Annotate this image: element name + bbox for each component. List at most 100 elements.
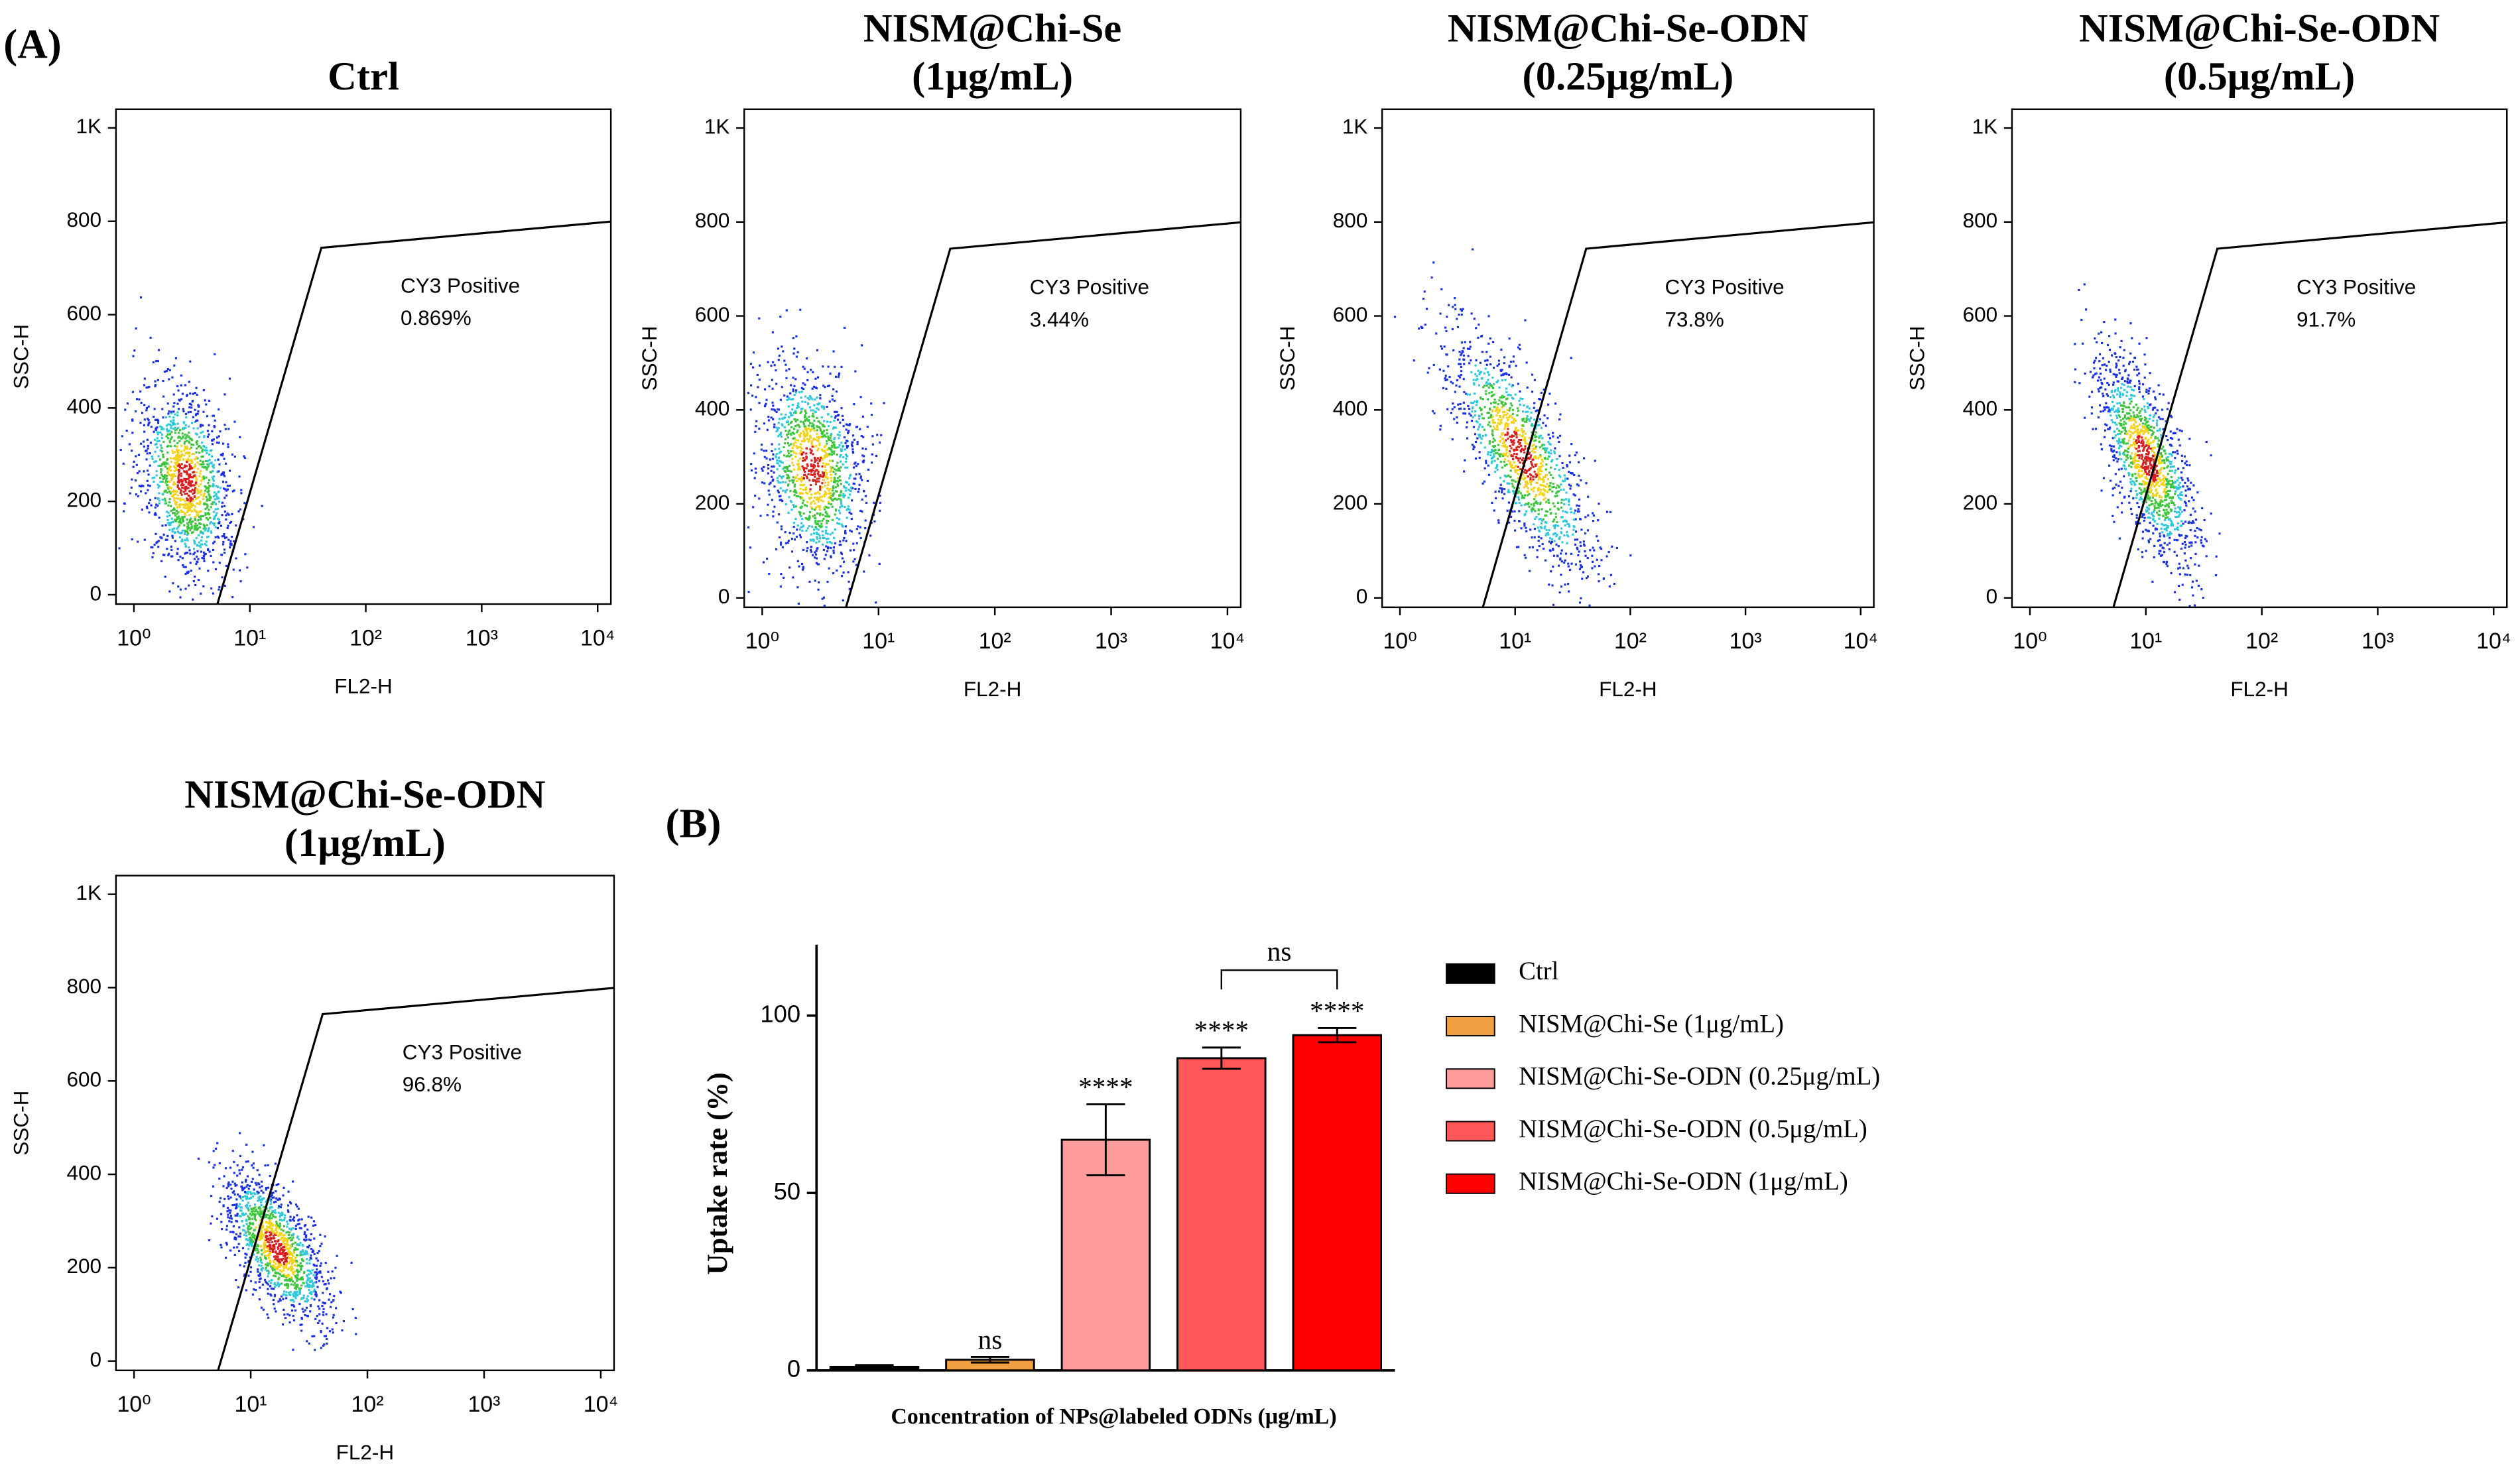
dot xyxy=(1509,435,1511,438)
dot xyxy=(769,481,772,484)
dot xyxy=(176,442,179,445)
dot xyxy=(1514,469,1517,471)
dot xyxy=(198,541,200,544)
dot xyxy=(157,546,160,548)
dot xyxy=(1503,453,1506,456)
dot xyxy=(811,422,814,425)
dot xyxy=(814,398,816,401)
dot xyxy=(174,444,176,448)
dot xyxy=(1469,341,1472,343)
dot xyxy=(1543,499,1545,501)
dot xyxy=(1568,500,1570,503)
dot xyxy=(864,519,867,522)
dot xyxy=(1548,540,1551,543)
dot xyxy=(160,471,162,473)
dot xyxy=(830,546,832,549)
dot xyxy=(2196,536,2199,539)
dot xyxy=(188,490,191,493)
dot xyxy=(210,530,212,533)
dot xyxy=(2162,515,2165,517)
dot xyxy=(802,548,805,551)
dot xyxy=(2172,465,2174,468)
dot xyxy=(2129,352,2132,355)
dot xyxy=(1526,482,1529,485)
dot xyxy=(2161,483,2165,486)
dot xyxy=(175,497,178,499)
dot xyxy=(168,424,172,426)
dot xyxy=(1452,382,1454,385)
dot xyxy=(208,479,211,481)
dot xyxy=(2129,434,2132,436)
dot xyxy=(213,524,216,526)
dot xyxy=(793,411,796,414)
dot xyxy=(1538,465,1541,469)
dot xyxy=(2110,445,2113,448)
dot xyxy=(828,454,830,457)
dot xyxy=(194,391,196,395)
dot xyxy=(2157,439,2160,442)
dot xyxy=(794,491,796,494)
dot xyxy=(1578,461,1580,463)
dot xyxy=(1456,421,1458,424)
dot xyxy=(1457,403,1460,406)
dot xyxy=(2145,496,2148,499)
dot xyxy=(212,501,214,504)
dot xyxy=(193,525,196,528)
dot xyxy=(1548,393,1551,395)
dot xyxy=(761,481,763,484)
dot xyxy=(812,424,815,426)
dot xyxy=(1524,432,1527,435)
dot xyxy=(826,515,828,518)
dot xyxy=(153,430,155,433)
dot xyxy=(239,508,242,511)
dot xyxy=(194,458,196,461)
dot xyxy=(834,497,837,500)
dot xyxy=(831,532,834,534)
dot xyxy=(1552,603,1555,606)
dot xyxy=(186,473,188,475)
dot xyxy=(804,435,807,438)
dot xyxy=(197,410,200,412)
dot xyxy=(178,464,181,467)
dot xyxy=(2121,377,2123,380)
dot xyxy=(2146,477,2149,480)
dot xyxy=(1567,583,1570,585)
dot xyxy=(809,448,812,451)
dot xyxy=(827,515,830,517)
dot xyxy=(1558,455,1561,458)
dot xyxy=(855,528,858,530)
dot xyxy=(1552,524,1555,527)
dot xyxy=(1541,458,1543,461)
dot xyxy=(1530,411,1533,414)
dot xyxy=(219,430,221,433)
dot xyxy=(1473,318,1476,320)
dot xyxy=(2143,448,2145,451)
dot xyxy=(1507,428,1509,430)
dot xyxy=(1573,526,1576,528)
dot xyxy=(810,442,813,446)
dot xyxy=(184,489,187,492)
dot xyxy=(186,461,188,463)
dot xyxy=(832,388,835,391)
dot xyxy=(1586,529,1590,532)
dot xyxy=(2131,475,2134,477)
dot xyxy=(2174,432,2176,434)
dot xyxy=(1495,428,1498,431)
dot xyxy=(1546,483,1548,485)
dot xyxy=(1491,419,1494,422)
dot xyxy=(168,433,171,436)
scatter-cloud xyxy=(747,308,885,607)
dot xyxy=(831,398,834,401)
dot xyxy=(202,430,204,433)
dot xyxy=(2148,387,2151,390)
dot xyxy=(839,456,842,458)
dot xyxy=(1529,477,1532,479)
dot xyxy=(819,428,822,430)
dot xyxy=(1464,412,1467,415)
dot xyxy=(1511,434,1513,437)
dot xyxy=(2118,369,2121,371)
dot xyxy=(810,459,813,462)
dot xyxy=(174,429,177,432)
dot xyxy=(831,441,834,444)
dot xyxy=(1556,495,1558,497)
